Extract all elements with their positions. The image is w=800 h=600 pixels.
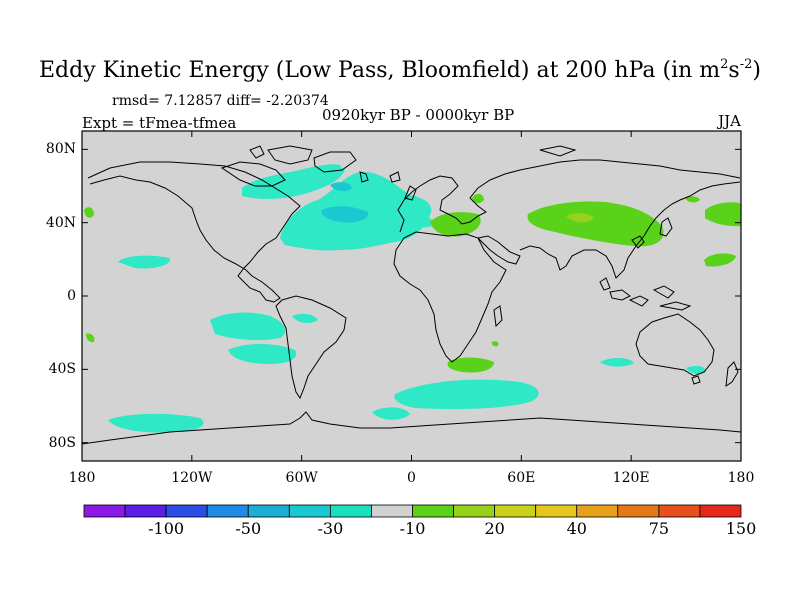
x-tick-label: 60E	[507, 470, 536, 486]
colorbar-swatch	[617, 504, 660, 518]
colorbar-swatch	[658, 504, 701, 518]
colorbar-swatch	[329, 504, 372, 518]
anomaly-field	[82, 145, 741, 445]
colorbar-swatch	[494, 504, 537, 518]
stats-label: rmsd= 7.12857 diff= -2.20374	[112, 93, 329, 109]
y-tick-label: 80S	[48, 434, 76, 451]
colorbar-swatch	[412, 504, 454, 518]
colorbar-swatch	[288, 504, 331, 518]
colorbar-label: 20	[484, 519, 505, 538]
colorbar-swatch	[371, 504, 413, 518]
strong-positive-anomaly-regions	[566, 213, 594, 223]
positive-anomaly-regions	[84, 194, 741, 373]
strong-negative-anomaly-regions	[321, 182, 369, 223]
experiment-label: Expt = tFmea-tfmea	[82, 114, 237, 132]
colorbar-swatch	[576, 504, 619, 518]
season-label: JJA	[718, 112, 741, 130]
y-tick-label: 40N	[45, 214, 76, 231]
colorbar-swatch	[206, 504, 249, 518]
period-label: 0920kyr BP - 0000kyr BP	[322, 106, 515, 124]
colorbar-label: -50	[235, 519, 262, 538]
plot-title: Eddy Kinetic Energy (Low Pass, Bloomfiel…	[39, 57, 761, 83]
colorbar-label: 75	[648, 519, 670, 538]
colorbar-label: -30	[317, 519, 344, 538]
x-tick-label: 0	[407, 470, 416, 486]
x-tick-label: 60W	[285, 470, 318, 486]
colorbar-swatch	[453, 504, 496, 518]
colorbar-swatch	[535, 504, 578, 518]
coastlines	[82, 145, 741, 445]
x-tick-label: 120E	[612, 470, 650, 486]
map-background	[82, 131, 741, 461]
x-tick-label: 180	[727, 470, 755, 486]
y-tick-label: 0	[67, 288, 76, 304]
colorbar-label: -100	[148, 519, 185, 538]
colorbar-label: 40	[566, 519, 587, 538]
colorbar-swatch	[247, 504, 290, 518]
x-tick-label: 120W	[171, 470, 213, 486]
colorbar-label: 150	[725, 519, 757, 538]
colorbar-label: -10	[399, 519, 426, 538]
y-tick-label: 40S	[48, 361, 76, 378]
y-tick-label: 80N	[45, 141, 76, 158]
colorbar-swatch	[699, 504, 742, 518]
x-tick-label: 180	[68, 470, 96, 486]
colorbar	[83, 504, 742, 518]
colorbar-swatch	[165, 504, 208, 518]
colorbar-swatch	[124, 504, 167, 518]
colorbar-swatch	[83, 504, 126, 518]
